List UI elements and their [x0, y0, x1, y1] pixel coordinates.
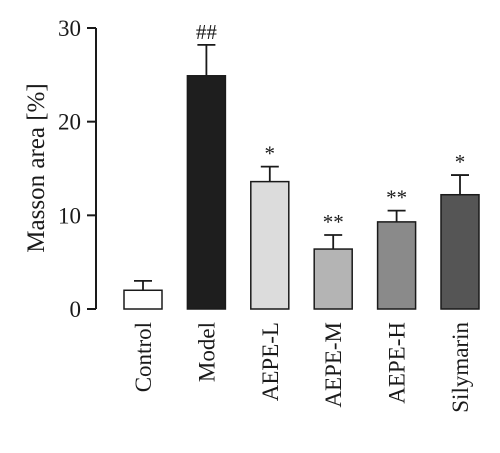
significance-label: * — [455, 150, 466, 174]
x-axis-labels: Control Model AEPE-L AEPE-M AEPE-H Silymarin — [131, 322, 473, 413]
bar — [313, 248, 353, 310]
bars: ##****** — [123, 20, 480, 310]
bar — [376, 221, 417, 310]
significance-label: ## — [196, 20, 218, 44]
y-tick-label: 0 — [70, 297, 82, 322]
category-label: AEPE-L — [258, 322, 283, 401]
category-label: AEPE-H — [385, 322, 410, 404]
significance-label: * — [265, 142, 276, 166]
y-tick-label: 30 — [58, 16, 81, 41]
y-tick-label: 20 — [58, 110, 81, 135]
y-axis-title: Masson area [%] — [23, 83, 50, 252]
category-label: AEPE-M — [321, 322, 346, 408]
category-label: Silymarin — [448, 322, 473, 413]
significance-label: ** — [386, 186, 407, 210]
bar — [250, 180, 290, 310]
significance-label: ** — [323, 210, 344, 234]
bar — [440, 193, 480, 310]
category-label: Model — [194, 322, 219, 382]
bar — [123, 289, 163, 310]
y-axis: 0 10 20 30 — [58, 16, 97, 322]
bar — [186, 75, 227, 310]
y-tick-label: 10 — [58, 203, 81, 228]
category-label: Control — [131, 322, 156, 392]
